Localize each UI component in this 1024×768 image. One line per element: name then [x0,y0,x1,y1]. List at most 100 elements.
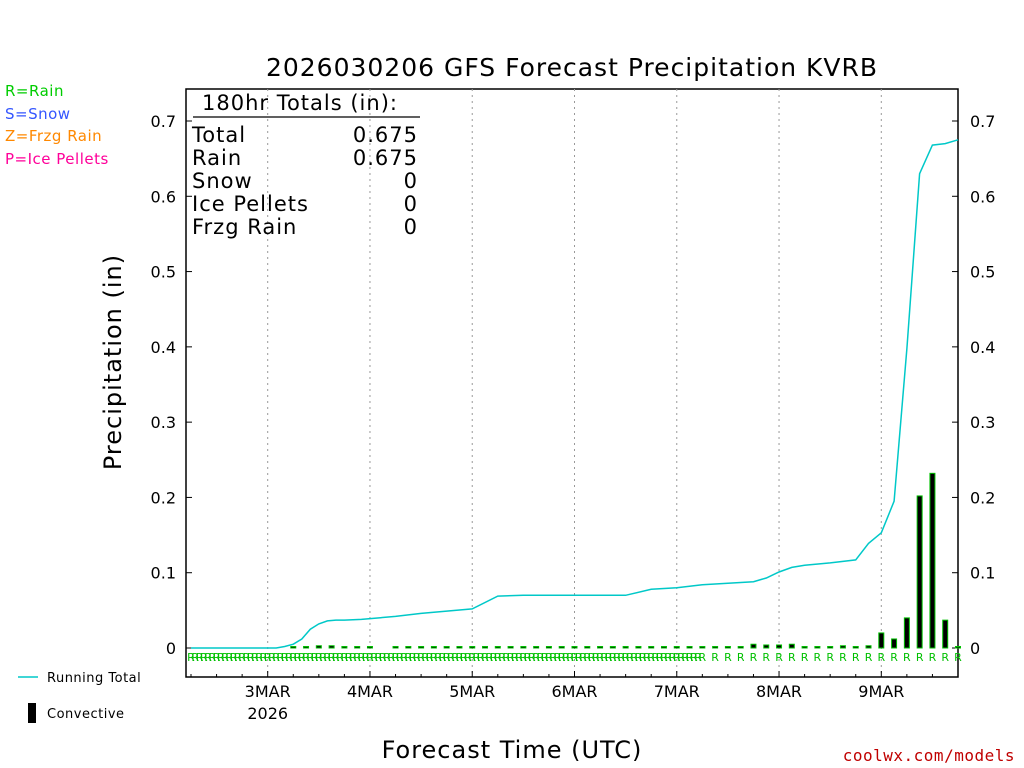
totals-heading: 180hr Totals (in): [202,91,398,115]
ptype-marks: RRRRRRRRRRRRRRRRRRRRRRRRRRRRRRRRRRRRRRRR… [187,651,962,664]
convective-bar [520,646,527,649]
convective-bar [763,644,770,649]
convective-bar [545,646,552,649]
ptype-mark: R [839,651,847,664]
ptype-mark: R [294,651,302,664]
convective-bar [878,632,885,649]
plot-frame [185,88,959,678]
ptype-mark: R [498,651,506,664]
convective-bar [929,472,936,649]
legend-convective-swatch [28,703,36,723]
credit-text: coolwx.com/models [843,746,1015,765]
ptype-mark: R [609,651,617,664]
ptype-mark: R [464,651,472,664]
ptype-mark: R [664,651,672,664]
ptype-mark: R [324,651,332,664]
y-tick-label-left: 0.7 [151,112,176,131]
ptype-mark: R [660,651,668,664]
ptype-mark: R [549,651,557,664]
ptype-mark: R [392,651,400,664]
convective-bar [494,645,501,649]
ptype-mark: R [379,651,387,664]
convective-bar [852,646,859,649]
ptype-mark: R [387,651,395,664]
ptype-mark: R [852,651,860,664]
totals-row-value: 0.675 [353,123,418,147]
ptype-mark: R [673,651,681,664]
ptype-mark: R [319,651,327,664]
y-tick-label-right: 0.2 [970,488,995,507]
ptype-mark: R [737,651,745,664]
totals-row-value: 0.675 [353,146,418,170]
ptype-mark: R [588,651,596,664]
legend-convective-label: Convective [47,707,125,722]
y-tick-label-right: 0.1 [970,564,995,583]
ptype-mark: R [196,651,204,664]
ptype-mark: R [468,651,476,664]
ptype-mark: R [213,651,221,664]
y-tick-label-left: 0.3 [151,413,176,432]
convective-bar [648,646,655,649]
ptype-mark: R [272,651,280,664]
legend: Running Total Convective [18,671,141,723]
convective-bar [366,646,373,649]
ptype-mark: R [520,651,528,664]
ptype-mark: R [336,651,344,664]
ptype-mark: R [221,651,229,664]
y-tick-label-right: 0 [970,639,980,658]
convective-bar [584,646,591,649]
totals-row-value: 0 [404,192,418,216]
ptype-mark: R [656,651,664,664]
convective-bar [303,645,310,649]
convective-bar [558,646,565,649]
ptype-mark: R [375,651,383,664]
ptype-mark: R [537,651,545,664]
convective-bar [328,645,335,649]
convective-bar [776,644,783,649]
ptype-mark: R [289,651,297,664]
totals-row-label: Frzg Rain [192,215,297,239]
totals-rows: Total 0.675 Rain 0.675 Snow 0 Ice Pellets 0 Frzg… [191,123,418,239]
legend-running-total-label: Running Total [47,671,141,686]
ptype-mark: R [409,651,417,664]
ptype-mark: R [681,651,689,664]
y-tick-label-left: 0.6 [151,187,176,206]
y-tick-label-left: 0.5 [151,263,176,282]
convective-bar [839,645,846,649]
ptype-mark: R [622,651,630,664]
convective-bar [712,646,719,649]
ptype-key-rain: R=Rain [5,82,64,100]
ptype-mark: R [400,651,408,664]
convective-bar [622,645,629,649]
x-tick-sublabel: 2026 [247,704,288,723]
ptype-mark: R [711,651,719,664]
convective-bar [699,646,706,649]
ptype-mark: R [571,651,579,664]
ptype-mark: R [243,651,251,664]
convective-bar [354,646,361,649]
ptype-mark: R [456,651,464,664]
convective-bar [507,646,514,649]
ptype-mark: R [814,651,822,664]
ptype-mark: R [545,651,553,664]
ptype-mark: R [191,651,199,664]
ptype-mark: R [788,651,796,664]
y-tick-label-right: 0.6 [970,187,995,206]
y-axis-ticks: 0 00.1 0.10.2 0.20.3 0.30.4 0.40.5 0.50.6 0.60.… [151,112,996,658]
ptype-mark: R [298,651,306,664]
ptype-mark: R [677,651,685,664]
ptype-mark: R [345,651,353,664]
ptype-mark: R [439,651,447,664]
ptype-mark: R [473,651,481,664]
convective-bar [443,646,450,649]
ptype-mark: R [954,651,962,664]
ptype-mark: R [306,651,314,664]
ptype-mark: R [370,651,378,664]
convective-bar [482,645,489,649]
y-tick-label-right: 0.4 [970,338,995,357]
convective-bar [865,645,872,649]
convective-bar [609,646,616,649]
y-tick-label-left: 0.1 [151,564,176,583]
ptype-mark: R [358,651,366,664]
